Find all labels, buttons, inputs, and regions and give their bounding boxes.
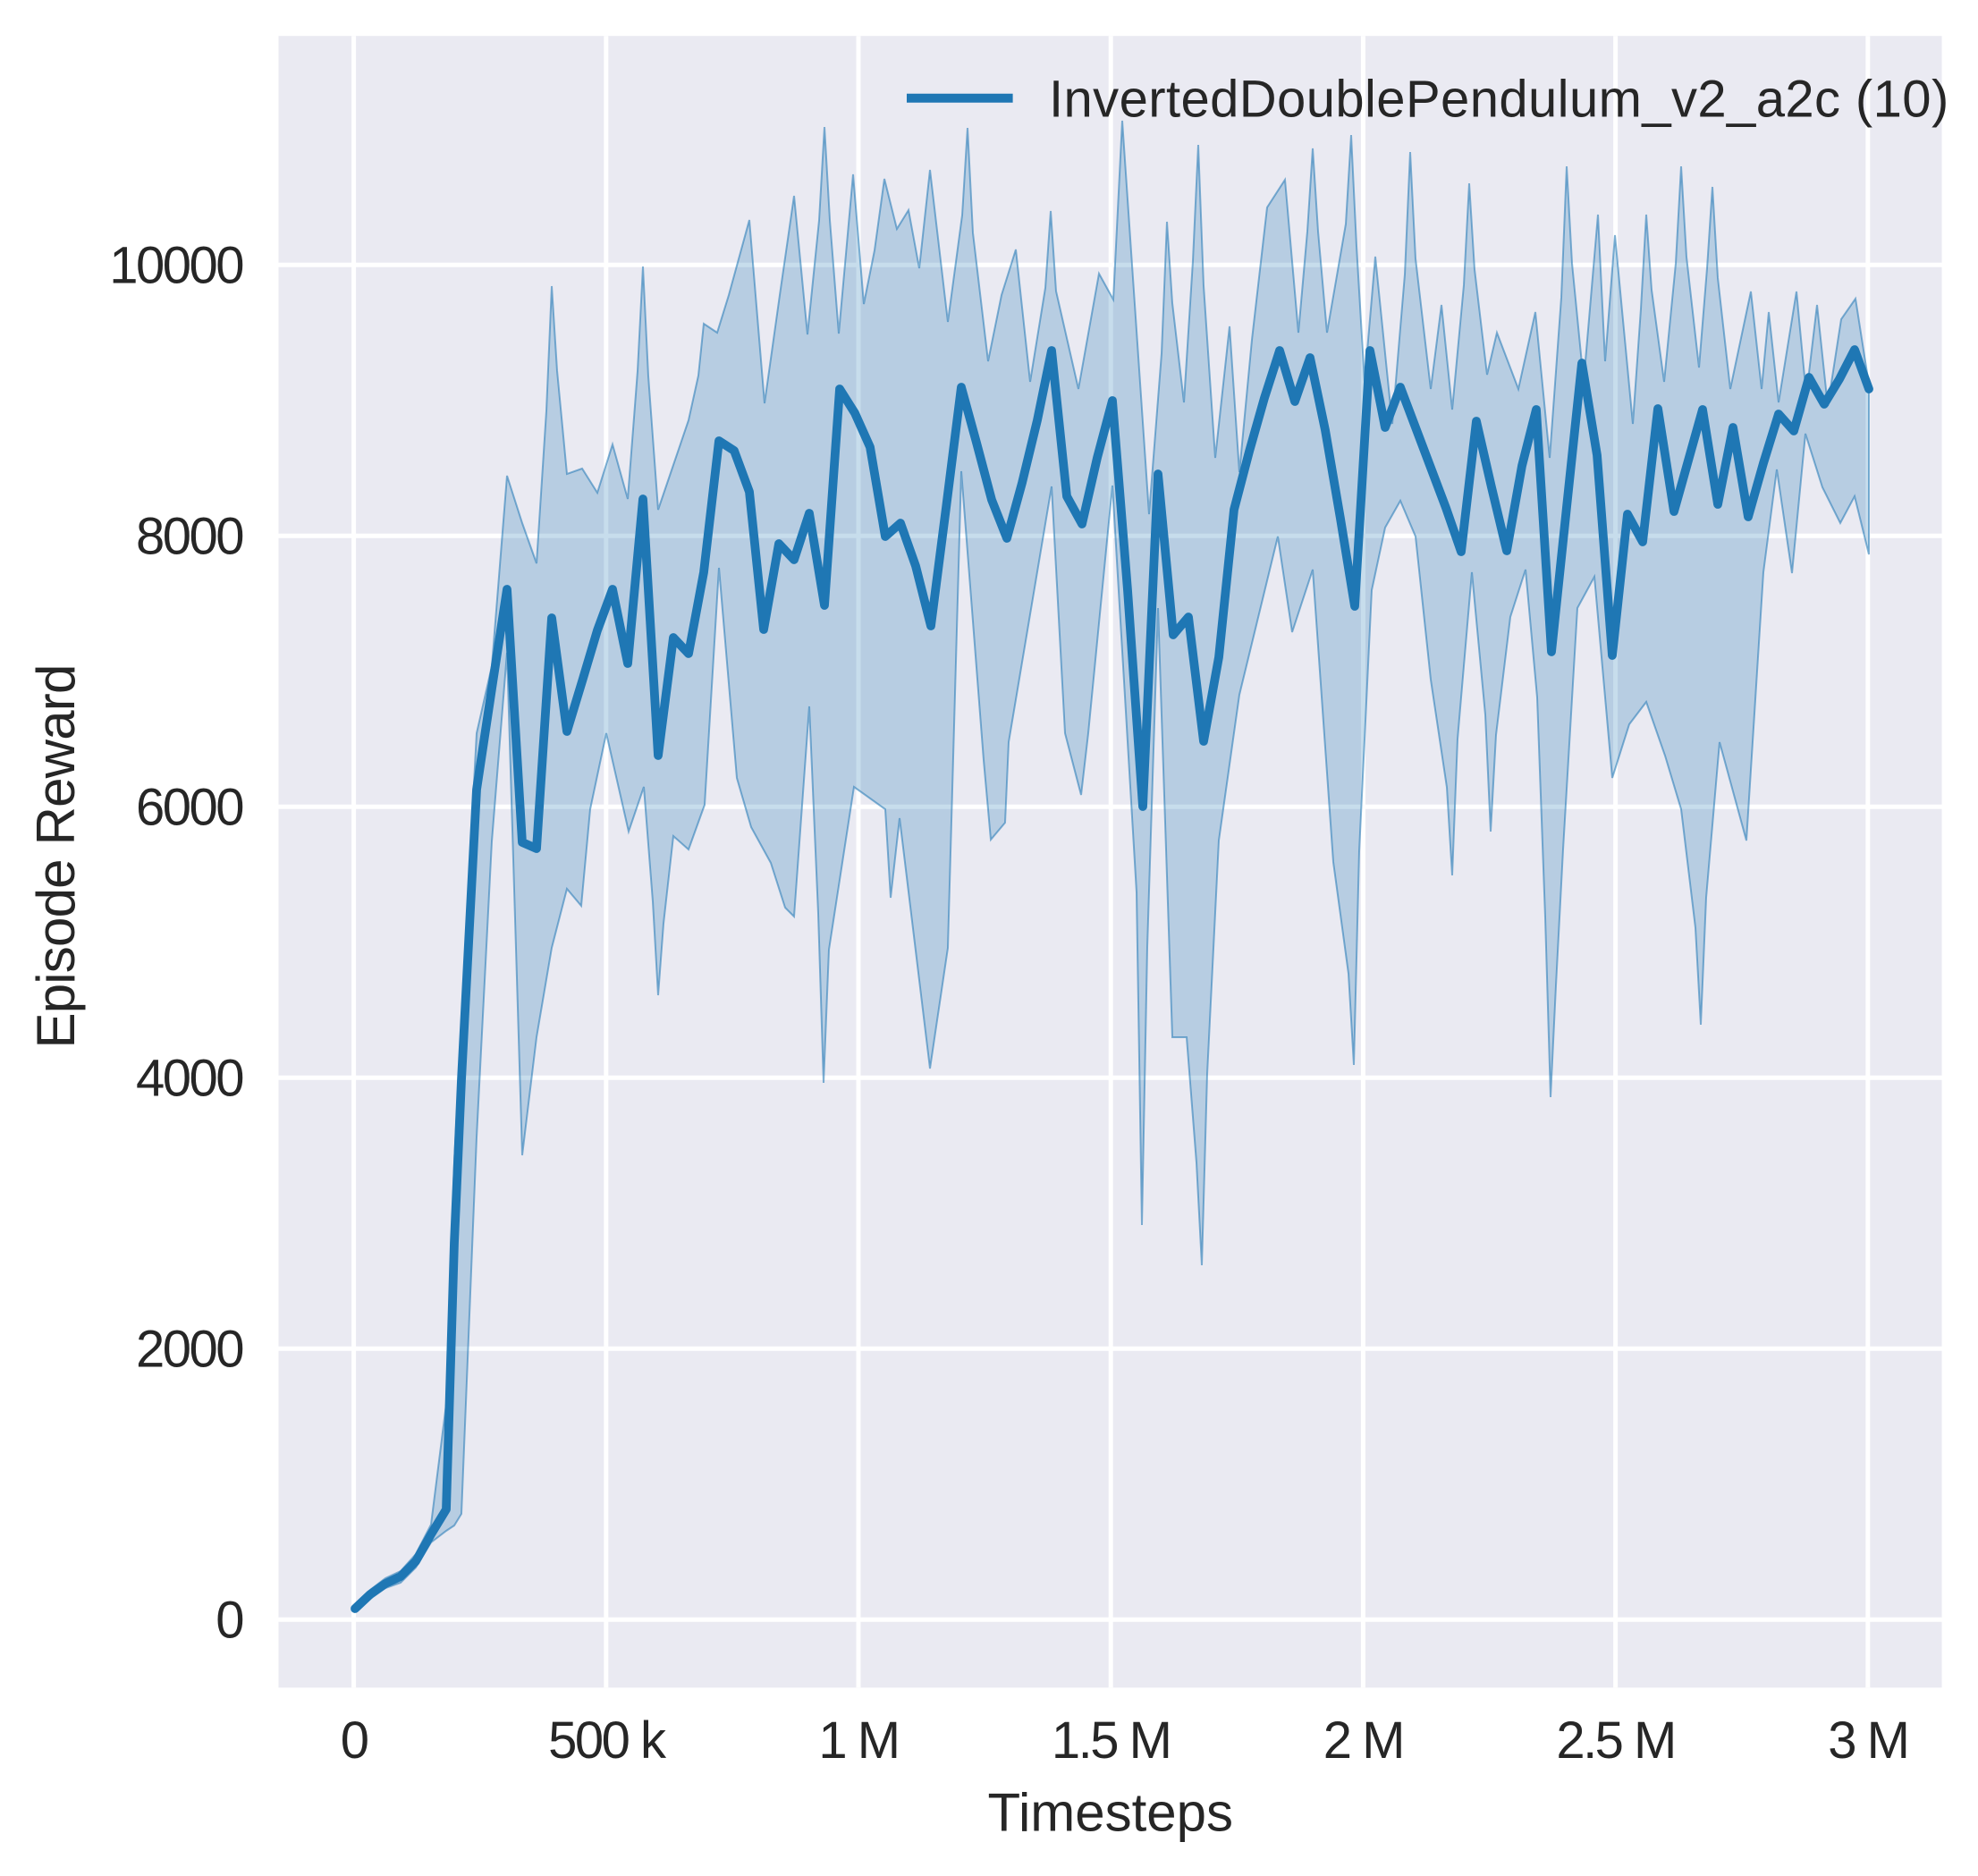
svg-text:1.5 M: 1.5 M [1052,1711,1171,1770]
svg-text:Timesteps: Timesteps [988,1782,1234,1842]
svg-text:3 M: 3 M [1828,1711,1907,1770]
svg-text:InvertedDoublePendulum_v2_a2c: InvertedDoublePendulum_v2_a2c (10) [1049,71,1949,129]
svg-text:Episode Reward: Episode Reward [26,664,86,1048]
svg-text:500 k: 500 k [548,1711,667,1770]
svg-text:8000: 8000 [136,507,242,565]
svg-text:2000: 2000 [136,1320,242,1378]
svg-text:2 M: 2 M [1323,1711,1403,1770]
svg-text:2.5 M: 2.5 M [1556,1711,1675,1770]
svg-text:0: 0 [216,1591,242,1649]
svg-text:6000: 6000 [136,778,242,836]
svg-text:0: 0 [341,1711,368,1770]
svg-text:10000: 10000 [109,236,242,294]
svg-text:1 M: 1 M [818,1711,898,1770]
svg-text:4000: 4000 [136,1049,242,1107]
